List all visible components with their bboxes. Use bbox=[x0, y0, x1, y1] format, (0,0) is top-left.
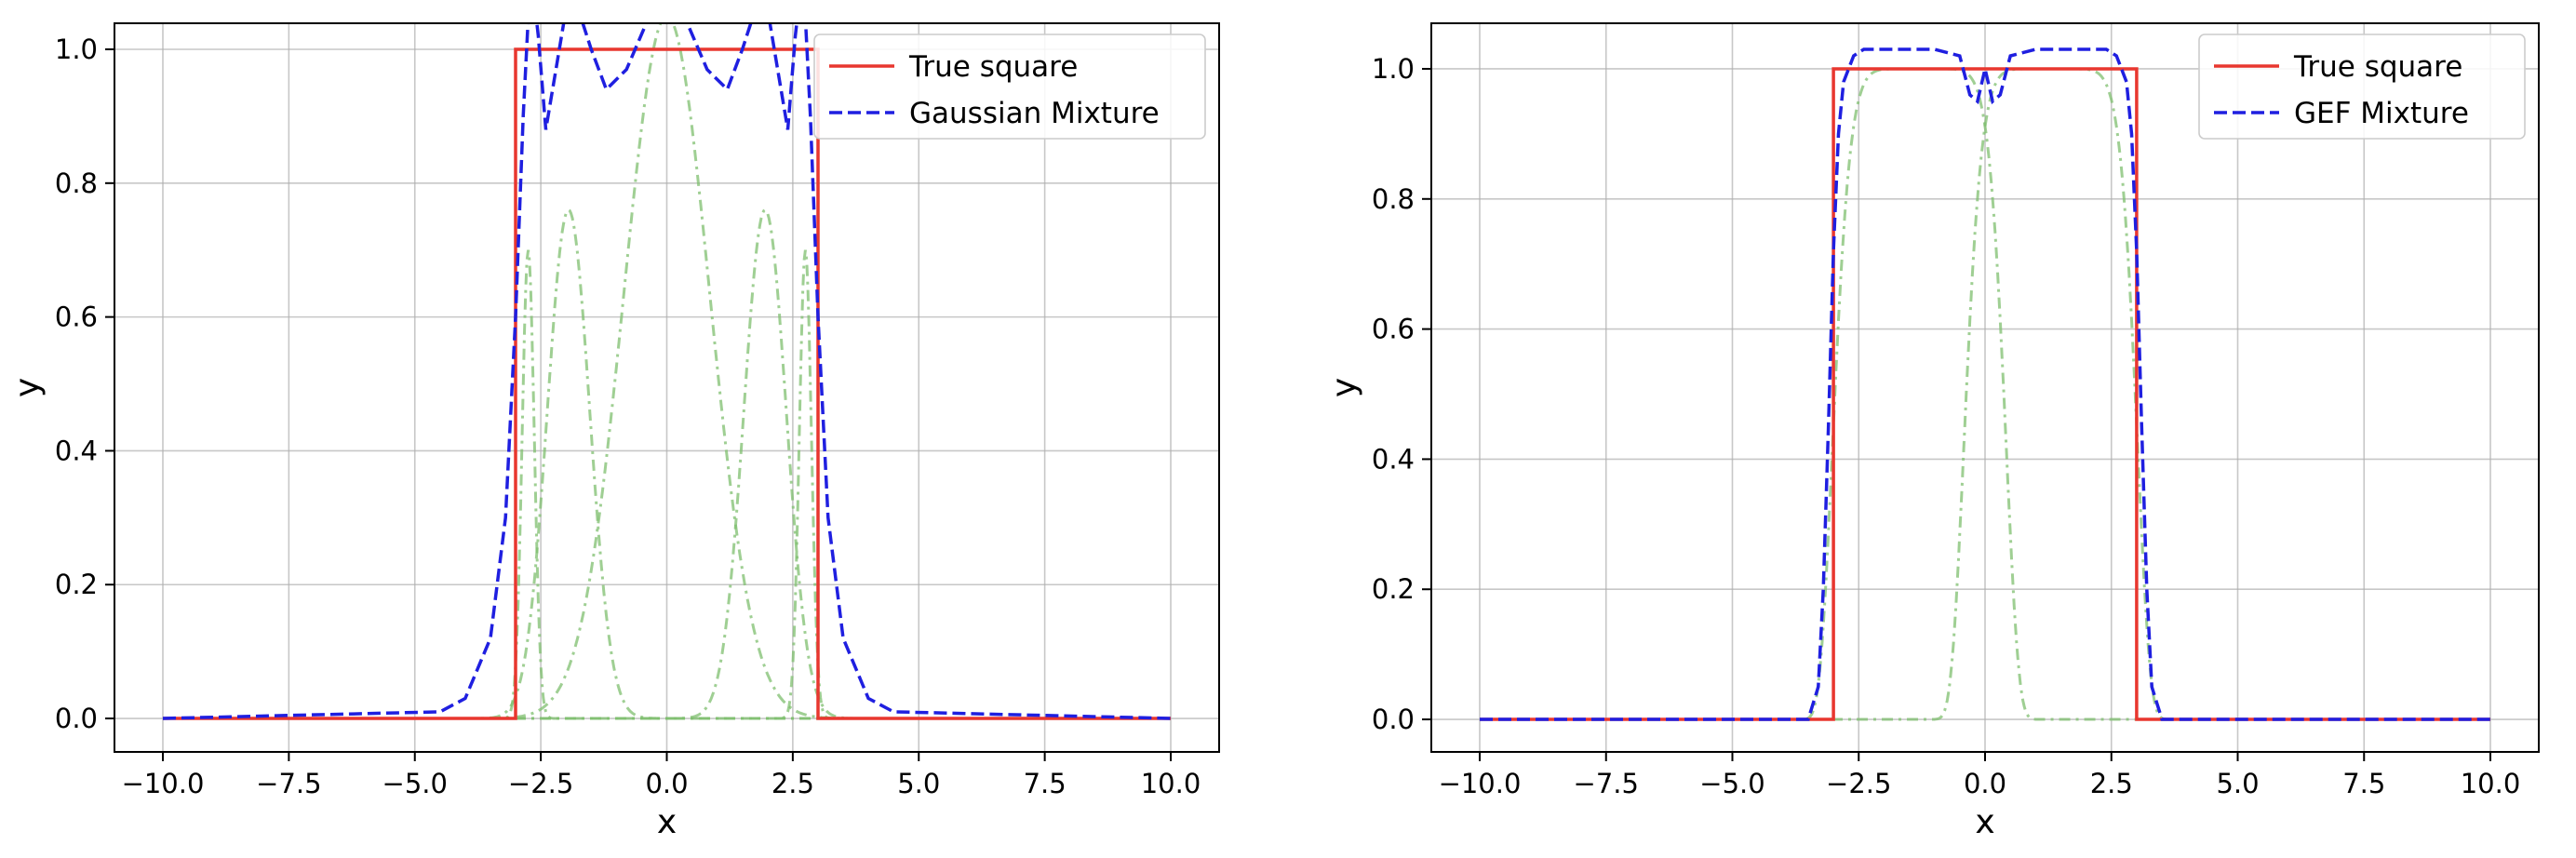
y-tick-label: 0.4 bbox=[55, 435, 98, 466]
left-plot-gaussian-mixture: −10.0 −7.5 −5.0 −2.5 0.0 2.5 5.0 7.5 10.0 0.0 0.2 0… bbox=[8, 22, 1220, 841]
x-axis-label: x bbox=[657, 803, 677, 841]
x-tick-label: 5.0 bbox=[897, 768, 940, 799]
legend-label: True square bbox=[2293, 50, 2462, 84]
x-tick-label: −2.5 bbox=[508, 768, 573, 799]
y-tick-label: 0.0 bbox=[55, 703, 98, 734]
x-tick-label: −10.0 bbox=[1439, 768, 1522, 799]
true-square-line bbox=[1480, 67, 2490, 721]
y-tick-label: 0.6 bbox=[55, 302, 98, 333]
legend-box bbox=[2198, 34, 2526, 140]
x-tick-label: 5.0 bbox=[2216, 768, 2259, 799]
x-tick-label: −2.5 bbox=[1826, 768, 1891, 799]
legend-label: Gaussian Mixture bbox=[909, 97, 1160, 130]
y-tick-label: 0.8 bbox=[1372, 183, 1415, 215]
x-tick-label: 7.5 bbox=[2342, 768, 2385, 799]
x-tick-label: 10.0 bbox=[2461, 768, 2521, 799]
x-tick-label: 2.5 bbox=[2090, 768, 2133, 799]
plot-data-area bbox=[162, 23, 1172, 720]
legend: True square GEF Mixture bbox=[2198, 34, 2526, 140]
x-tick-label: −7.5 bbox=[256, 768, 321, 799]
legend-box bbox=[813, 34, 1206, 140]
plot-data-area bbox=[1480, 47, 2490, 721]
x-axis-label: x bbox=[1975, 803, 1994, 841]
y-tick-label: 0.2 bbox=[55, 569, 98, 600]
y-tick-label: 0.0 bbox=[1372, 704, 1415, 735]
x-tick-label: −5.0 bbox=[382, 768, 448, 799]
legend-label: GEF Mixture bbox=[2294, 97, 2469, 130]
axes-frame bbox=[114, 22, 1220, 753]
right-plot-gef-mixture: −10.0 −7.5 −5.0 −2.5 0.0 2.5 5.0 7.5 10.0 0.0 0.2 0… bbox=[1325, 22, 2540, 841]
y-tick-label: 0.2 bbox=[1372, 573, 1415, 605]
y-tick-label: 1.0 bbox=[55, 34, 98, 65]
x-tick-label: 2.5 bbox=[771, 768, 814, 799]
y-tick-label: 0.4 bbox=[1372, 443, 1415, 475]
x-tick-label: −5.0 bbox=[1699, 768, 1764, 799]
y-axis-label: y bbox=[8, 378, 47, 397]
legend: True square Gaussian Mixture bbox=[813, 34, 1206, 140]
true-square-line bbox=[163, 47, 1171, 720]
x-tick-label: 0.0 bbox=[1964, 768, 2006, 799]
x-tick-label: −10.0 bbox=[122, 768, 205, 799]
axes-frame bbox=[1430, 22, 2540, 753]
y-tick-label: 0.6 bbox=[1372, 314, 1415, 345]
x-tick-label: −7.5 bbox=[1574, 768, 1639, 799]
mixture-fit-line bbox=[162, 23, 1172, 720]
y-axis-label: y bbox=[1325, 378, 1363, 397]
y-tick-label: 0.8 bbox=[55, 168, 98, 199]
legend-label: True square bbox=[908, 50, 1078, 84]
x-tick-label: 10.0 bbox=[1141, 768, 1201, 799]
x-tick-label: 7.5 bbox=[1024, 768, 1067, 799]
y-tick-label: 1.0 bbox=[1372, 53, 1415, 85]
x-tick-label: 0.0 bbox=[645, 768, 688, 799]
